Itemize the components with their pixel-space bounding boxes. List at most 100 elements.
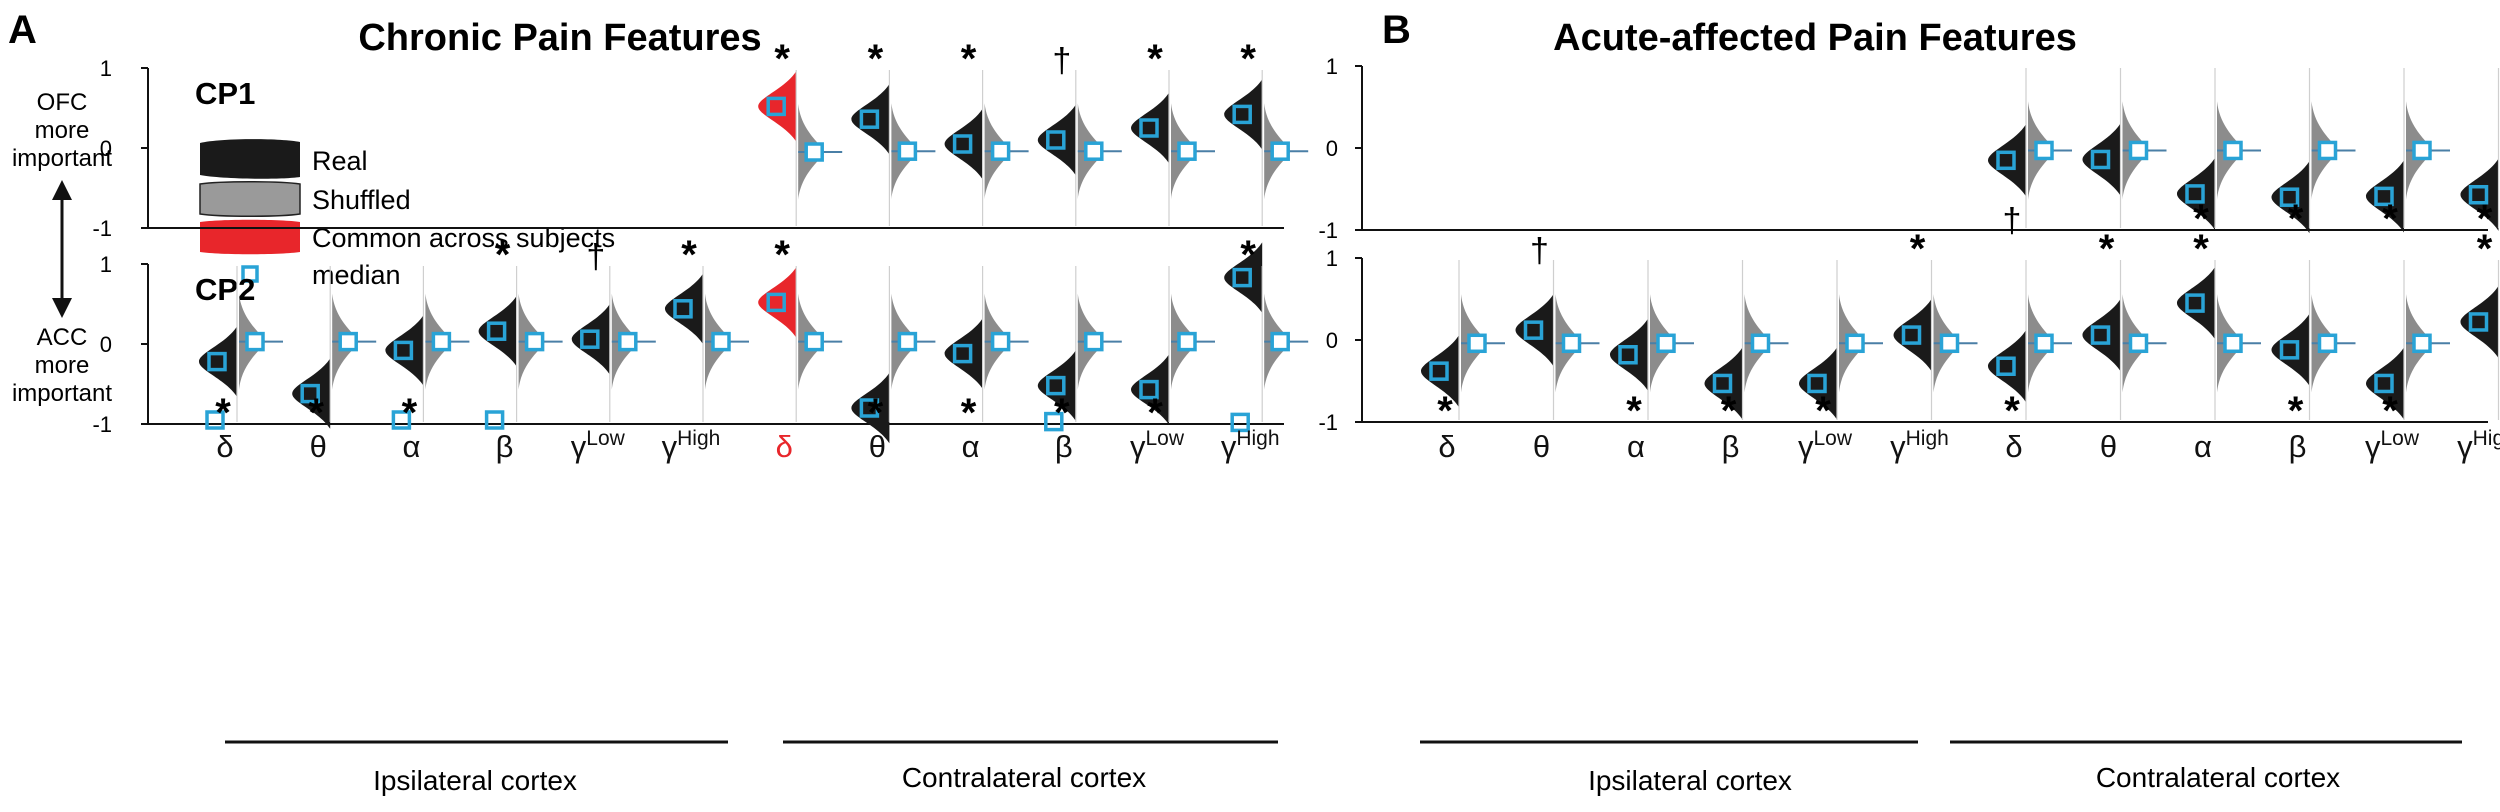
panel-b-row2-shuffled-median — [1845, 333, 1865, 354]
panel-a-row2-significance-mark: * — [868, 391, 884, 435]
panel-b-row1-shuffled-median — [2034, 140, 2054, 161]
panel-b-row1-real-violin — [2082, 123, 2121, 196]
panel-a-row1-real-median — [766, 96, 786, 117]
panel-a-row1-real-violin — [851, 84, 890, 155]
panel-b-row2-real-median — [2468, 312, 2489, 332]
panel-a-x-tick-label: β — [1055, 429, 1073, 464]
panel-b-row2-real-median — [1901, 325, 1922, 345]
panel-a-group-label-ipsilateral: Ipsilateral cortex — [373, 765, 577, 796]
panel-b-row1-real-median — [1996, 150, 2016, 171]
panel-b-row2-y-tick-label: 0 — [1326, 328, 1338, 353]
panel-a-row1-real-violin — [1037, 104, 1076, 176]
panel-a-row2-significance-mark: * — [774, 233, 790, 277]
panel-b-row2-shuffled-median — [1561, 333, 1582, 354]
panel-a-row2-real-violin — [1224, 242, 1263, 313]
panel-a-x-tick-label: γLow — [571, 427, 626, 464]
panel-b-x-tick-label: γLow — [1798, 427, 1853, 464]
panel-a-x-tick-label: δ — [216, 429, 233, 464]
panel-b-row1-significance-mark: * — [2288, 197, 2304, 241]
panel-b-row2-real-violin — [2082, 299, 2121, 372]
panel-a-row2-real-median — [673, 299, 693, 319]
panel-b-row2-real-violin — [2177, 267, 2215, 340]
y-side-label: OFC more important ACC more important — [12, 89, 112, 407]
panel-b-group-label-contralateral: Contralateral cortex — [2096, 762, 2340, 793]
panel-a-row2-y-tick-label: 1 — [100, 252, 112, 277]
panel-a-row2-real-median — [300, 383, 320, 404]
panel-a-row2-real-violin — [1131, 354, 1169, 425]
panel-b-row2-significance-mark: * — [1910, 227, 1926, 271]
y-side-label-bottom-3: important — [12, 380, 112, 407]
panel-a-row1-real-violin — [944, 108, 983, 180]
panel-b-row2-real-violin — [1799, 347, 1837, 420]
panel-b-row2-shuffled-median — [1467, 333, 1487, 354]
panel-b-row1-significance-mark: † — [2003, 202, 2022, 240]
panel-a-row1-significance-mark: * — [774, 37, 790, 81]
panel-b-row2-significance-mark: * — [1626, 389, 1642, 433]
panel-b-x-tick-label: α — [1627, 429, 1645, 464]
panel-a-row1-significance-mark: * — [1240, 37, 1256, 81]
panel-a-row2-real-median — [859, 398, 880, 418]
panel-a-x-tick-label: δ — [776, 429, 793, 464]
panel-a-row1-real-median — [1046, 130, 1066, 150]
panel-b-row1-y-tick-label: 0 — [1326, 136, 1338, 161]
panel-b-row2-shuffled-median — [2412, 333, 2432, 354]
panel-a-row2-shuffled-median — [431, 331, 452, 352]
legend: Real Shuffled Common across subjects med… — [199, 139, 615, 290]
legend-real-swatch — [200, 139, 300, 179]
panel-b-row2-real-median — [2090, 325, 2111, 345]
panel-a-row2-significance-mark: * — [1054, 391, 1070, 435]
panel-b-row2-y-tick-label: -1 — [1318, 410, 1338, 435]
panel-b-row2-real-violin — [1988, 330, 2026, 403]
panel-b-row1-shuffled-median — [2223, 140, 2243, 161]
panel-a-row2-real-median — [766, 292, 786, 313]
panel-a-row2-shuffled-median — [1084, 331, 1104, 352]
panel-a-row2-outlier-median — [391, 410, 412, 430]
panel-a-row2-real-violin — [478, 296, 517, 367]
panel-b-x-tick-label: β — [1722, 429, 1740, 464]
panel-a-row2-y-tick-label: -1 — [92, 412, 112, 437]
panel-b-letter: B — [1382, 8, 1411, 52]
panel-a-row1-real-median — [1232, 104, 1252, 125]
panel-a-row2-shuffled-median — [990, 331, 1011, 352]
panel-a-row2-row-label: CP2 — [195, 272, 255, 307]
panel-a-row1-real-median — [952, 134, 973, 154]
panel-b-row1-real-median — [2090, 149, 2111, 170]
panel-b-row2-significance-mark: * — [2193, 227, 2209, 271]
panel-a-row2-real-violin — [385, 315, 424, 386]
panel-a-row2-shuffled-median — [338, 331, 358, 352]
y-side-arrow-up-icon — [52, 180, 72, 200]
panel-a-row1-shuffled-median — [897, 141, 918, 161]
panel-b-x-tick-label: γHigh — [1890, 427, 1949, 464]
panel-b-x-tick-label: α — [2194, 429, 2212, 464]
panel-b-row2-real-median — [1618, 345, 1638, 365]
panel-b-row2-significance-mark: * — [1815, 389, 1831, 433]
panel-a-row1-shuffled-median — [1270, 141, 1290, 161]
y-side-label-bottom-1: ACC — [37, 324, 88, 351]
panel-b-row2-real-median — [2374, 373, 2394, 394]
panel-a-x-tick-label: α — [962, 429, 980, 464]
panel-a-title: Chronic Pain Features — [358, 17, 761, 59]
panel-b-row1-significance-mark: * — [2477, 197, 2493, 241]
legend-real-label: Real — [312, 146, 368, 176]
panel-a-x-tick-label: α — [402, 429, 420, 464]
panel-b-row2-significance-mark: † — [1530, 232, 1549, 270]
panel-a-row1-shuffled-median — [1177, 141, 1197, 161]
panel-a-row2-outlier-median — [484, 410, 505, 430]
panel-a-row2-shuffled-median — [897, 331, 918, 352]
panel-a-row2-significance-mark: * — [1240, 233, 1256, 277]
panel-a-row2-real-violin — [851, 372, 890, 444]
panel-b-row1-shuffled-median — [2128, 140, 2149, 161]
panel-a-row1-real-violin — [1131, 92, 1169, 164]
panel-b-row2-real-median — [2185, 293, 2205, 313]
panel-b-row2-real-median — [1523, 320, 1544, 340]
panel-a-row1-real-violin — [758, 71, 797, 142]
panel-b-x-tick-label: δ — [1438, 429, 1455, 464]
panel-b-row2-real-violin — [1893, 299, 1932, 372]
y-side-label-bottom-2: more — [35, 352, 90, 379]
legend-shuffled-label: Shuffled — [312, 185, 411, 215]
panel-a-row2-significance-mark: * — [215, 391, 231, 435]
panel-b-row2-significance-mark: * — [1437, 389, 1453, 433]
panel-a-group-label-contralateral: Contralateral cortex — [902, 762, 1146, 793]
